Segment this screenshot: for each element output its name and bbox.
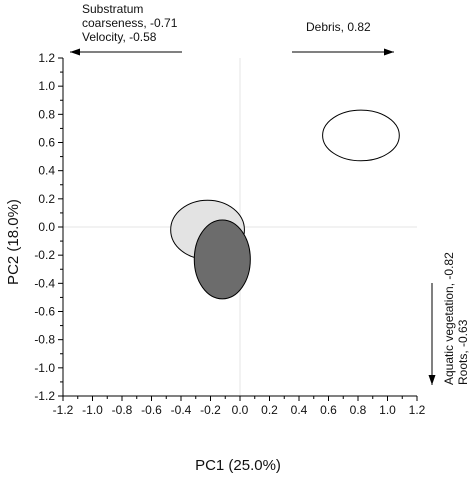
left-arrow-head xyxy=(70,48,80,56)
right-arrow-head xyxy=(384,48,394,56)
y-tick-label: -0.6 xyxy=(34,305,55,319)
left-arrow-label-1: Substratum xyxy=(82,2,143,16)
x-tick-label: 0.6 xyxy=(320,403,337,417)
y-tick-label: 0.8 xyxy=(38,107,55,121)
x-tick-label: -0.8 xyxy=(112,403,133,417)
x-tick-label: -1.0 xyxy=(82,403,103,417)
y-tick-label: 1.2 xyxy=(38,51,55,65)
x-axis-ticks: -1.2 -1.0 -0.8 -0.6 -0.4 -0.2 0.0 0.2 0.4 0.6 0.8 1… xyxy=(53,396,426,417)
y-tick-label: -1.2 xyxy=(34,389,55,403)
y-tick-label: -0.8 xyxy=(34,333,55,347)
left-arrow-label-3: Velocity, -0.58 xyxy=(82,30,157,44)
y-tick-label: -1.0 xyxy=(34,361,55,375)
down-arrow-label-1: Aquatic vegetation, -0.82 xyxy=(442,252,456,385)
y-tick-label: 0.0 xyxy=(38,220,55,234)
x-tick-label: -0.4 xyxy=(171,403,192,417)
group-ellipse-1 xyxy=(322,109,400,162)
x-tick-label: 0.4 xyxy=(291,403,308,417)
x-tick-label: 0.0 xyxy=(232,403,249,417)
y-tick-label: -0.4 xyxy=(34,276,55,290)
right-loading-arrow: Debris, 0.82 xyxy=(292,20,394,56)
right-arrow-label: Debris, 0.82 xyxy=(306,20,371,34)
y-tick-label: -0.2 xyxy=(34,248,55,262)
y-tick-label: 0.6 xyxy=(38,136,55,150)
y-axis-title: PC2 (18.0%) xyxy=(5,199,22,285)
y-tick-label: 1.0 xyxy=(38,79,55,93)
x-tick-label: 1.0 xyxy=(379,403,396,417)
x-tick-label: -0.2 xyxy=(200,403,221,417)
x-tick-label: -0.6 xyxy=(141,403,162,417)
x-tick-label: 1.2 xyxy=(409,403,426,417)
y-axis-ticks: 1.2 1.0 0.8 0.6 0.4 0.2 0.0 -0.2 -0.4 -0.6 -0.8 -1.… xyxy=(34,51,63,403)
x-axis-title: PC1 (25.0%) xyxy=(195,457,281,474)
y-tick-label: 0.4 xyxy=(38,164,55,178)
x-tick-label: -1.2 xyxy=(53,403,74,417)
ellipses-layer xyxy=(170,109,400,300)
group-ellipse-3 xyxy=(193,219,251,300)
y-tick-label: 0.2 xyxy=(38,192,55,206)
down-loading-arrow: Aquatic vegetation, -0.82 Roots, -0.63 xyxy=(428,252,470,385)
down-arrow-label-2: Roots, -0.63 xyxy=(456,319,470,385)
down-arrow-head xyxy=(428,375,436,385)
left-loading-arrow: Substratum coarseness, -0.71 Velocity, -… xyxy=(70,2,182,56)
left-arrow-label-2: coarseness, -0.71 xyxy=(82,16,178,30)
x-tick-label: 0.8 xyxy=(350,403,367,417)
x-tick-label: 0.2 xyxy=(261,403,278,417)
